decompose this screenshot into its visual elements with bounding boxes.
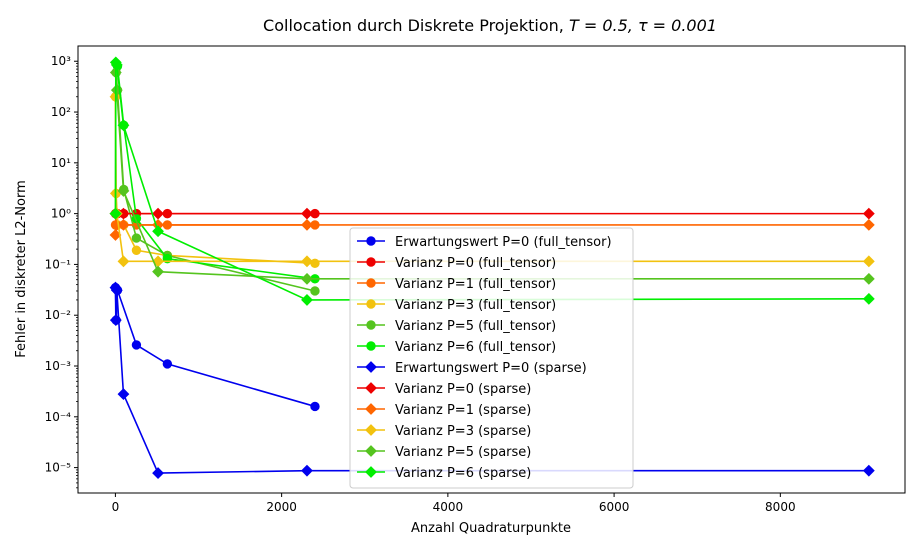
y-axis-label: Fehler in diskreter L2-Norm (14, 180, 29, 358)
y-tick-label: 10⁻⁵ (45, 461, 72, 475)
legend-marker (366, 320, 376, 330)
legend-entry: Varianz P=1 (full_tensor) (357, 277, 556, 292)
data-point (117, 388, 130, 401)
x-tick-label: 2000 (266, 500, 297, 514)
legend-label: Varianz P=0 (sparse) (395, 382, 531, 397)
data-point (862, 207, 875, 220)
data-point (862, 255, 875, 268)
chart-title-math: T = 0.5, τ = 0.001 (569, 16, 717, 35)
data-point (117, 255, 130, 268)
legend-label: Erwartungswert P=0 (full_tensor) (395, 235, 612, 250)
data-point (301, 294, 313, 306)
data-point (110, 58, 123, 71)
legend-box (349, 227, 634, 489)
data-point (862, 272, 875, 285)
data-point (310, 258, 320, 269)
legend-label: Varianz P=3 (sparse) (395, 424, 531, 439)
data-point (862, 218, 875, 231)
legend-marker (365, 424, 377, 436)
y-tick-label: 10⁰ (51, 207, 71, 221)
legend-label: Varianz P=0 (full_tensor) (395, 256, 556, 271)
x-tick-label: 0 (112, 500, 120, 514)
y-tick-label: 10⁻² (45, 308, 72, 322)
legend-marker (365, 382, 377, 394)
chart-title: Collocation durch Diskrete Projektion, T… (263, 16, 717, 35)
data-point (301, 207, 313, 220)
axis-ticks: 0 2000 4000 6000 8000 10³ 10² 10¹ 10⁰ 10⁻¹ 10⁻² 10⁻… (45, 54, 796, 514)
legend-marker (366, 299, 376, 309)
data-point (109, 314, 122, 327)
data-point (109, 207, 122, 220)
legend-label: Varianz P=1 (sparse) (395, 403, 531, 418)
legend-entry: Erwartungswert P=0 (full_tensor) (357, 235, 612, 250)
legend-marker (366, 278, 376, 288)
data-point (862, 464, 875, 477)
x-axis-label: Anzahl Quadraturpunkte (411, 521, 571, 536)
legend-entry: Erwartungswert P=0 (sparse) (357, 361, 587, 376)
x-tick-label: 6000 (599, 500, 630, 514)
data-point (301, 464, 313, 477)
data-point (131, 245, 142, 255)
data-point (301, 272, 313, 285)
data-point (117, 185, 130, 197)
series-7 (109, 281, 875, 479)
legend: Erwartungswert P=0 (full_tensor) Varianz … (349, 227, 634, 489)
legend-entry: Varianz P=0 (full_tensor) (357, 256, 556, 271)
legend-marker (366, 236, 376, 246)
legend-entry: Varianz P=0 (sparse) (357, 382, 531, 397)
legend-label: Varianz P=3 (full_tensor) (395, 298, 556, 313)
legend-entry: Varianz P=5 (sparse) (357, 445, 531, 460)
legend-entry: Varianz P=3 (full_tensor) (357, 298, 556, 313)
legend-marker (365, 403, 377, 415)
data-point (117, 119, 130, 132)
legend-marker (365, 445, 377, 457)
y-tick-label: 10² (51, 105, 71, 119)
legend-marker (365, 361, 377, 373)
legend-entry: Varianz P=1 (sparse) (357, 403, 531, 418)
data-point (152, 467, 164, 479)
data-point (310, 401, 320, 412)
data-point (131, 233, 142, 243)
y-tick-label: 10⁻³ (45, 359, 72, 373)
legend-entry: Varianz P=5 (full_tensor) (357, 319, 556, 334)
y-tick-label: 10⁻⁴ (45, 410, 72, 424)
chart-title-prefix: Collocation durch Diskrete Projektion, (263, 16, 569, 35)
x-tick-label: 8000 (765, 500, 796, 514)
data-point (131, 340, 142, 350)
data-point (110, 84, 123, 97)
y-tick-label: 10³ (51, 54, 71, 68)
legend-entry: Varianz P=3 (sparse) (357, 424, 531, 439)
x-tick-label: 4000 (433, 500, 464, 514)
legend-marker (365, 466, 377, 478)
legend-label: Erwartungswert P=0 (sparse) (395, 361, 587, 376)
legend-label: Varianz P=1 (full_tensor) (395, 277, 556, 292)
data-point (301, 255, 313, 268)
series-12 (109, 56, 875, 306)
legend-label: Varianz P=5 (sparse) (395, 445, 531, 460)
data-point (152, 225, 164, 238)
legend-marker (366, 257, 376, 267)
data-point (162, 359, 173, 369)
data-point (301, 218, 313, 231)
data-point (117, 218, 130, 231)
data-point (110, 284, 123, 297)
plot-area (109, 56, 875, 479)
y-tick-label: 10⁻¹ (45, 257, 72, 271)
data-point (152, 265, 164, 278)
legend-entry: Varianz P=6 (sparse) (357, 466, 531, 481)
data-point (862, 292, 875, 305)
data-point (310, 286, 320, 296)
legend-label: Varianz P=5 (full_tensor) (395, 319, 556, 334)
legend-marker (366, 341, 376, 351)
legend-label: Varianz P=6 (sparse) (395, 466, 531, 481)
legend-label: Varianz P=6 (full_tensor) (395, 340, 556, 355)
data-point (152, 207, 164, 220)
legend-entry: Varianz P=6 (full_tensor) (357, 340, 556, 355)
y-tick-label: 10¹ (51, 156, 71, 170)
